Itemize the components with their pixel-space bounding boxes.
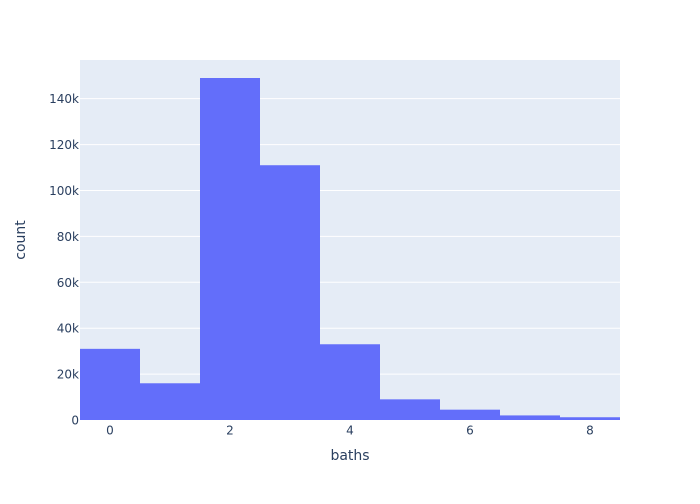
- histogram-bar-7[interactable]: [500, 415, 560, 420]
- histogram-bar-8[interactable]: [560, 417, 620, 420]
- histogram-bar-4[interactable]: [320, 344, 380, 420]
- y-tick-label-6: 120k: [49, 138, 79, 152]
- x-tick-label-0: 0: [106, 424, 114, 438]
- y-axis-ticks: 0 20k 40k 60k 80k 100k 120k 140k: [49, 92, 79, 427]
- histogram-bar-6[interactable]: [440, 409, 500, 420]
- y-axis-title: count: [13, 220, 29, 260]
- histogram-bar-2[interactable]: [200, 77, 260, 421]
- x-axis-ticks: 0 2 4 6 8: [106, 424, 594, 438]
- y-tick-label-4: 80k: [57, 230, 79, 244]
- y-tick-label-7: 140k: [49, 92, 79, 106]
- x-tick-label-4: 8: [586, 424, 594, 438]
- x-tick-label-3: 6: [466, 424, 474, 438]
- histogram-bar-3[interactable]: [260, 165, 320, 420]
- y-tick-label-1: 20k: [57, 368, 79, 382]
- y-tick-label-0: 0: [71, 414, 79, 428]
- histogram-bar-5[interactable]: [380, 399, 440, 420]
- bars: [80, 77, 620, 421]
- y-tick-label-2: 40k: [57, 322, 79, 336]
- x-tick-label-1: 2: [226, 424, 234, 438]
- grid-lines: [80, 98, 620, 375]
- histogram-bar-1[interactable]: [140, 383, 200, 420]
- histogram-bar-0[interactable]: [80, 348, 140, 420]
- y-tick-label-5: 100k: [49, 184, 79, 198]
- x-tick-label-2: 4: [346, 424, 354, 438]
- y-tick-label-3: 60k: [57, 276, 79, 290]
- x-axis-title: baths: [330, 448, 369, 464]
